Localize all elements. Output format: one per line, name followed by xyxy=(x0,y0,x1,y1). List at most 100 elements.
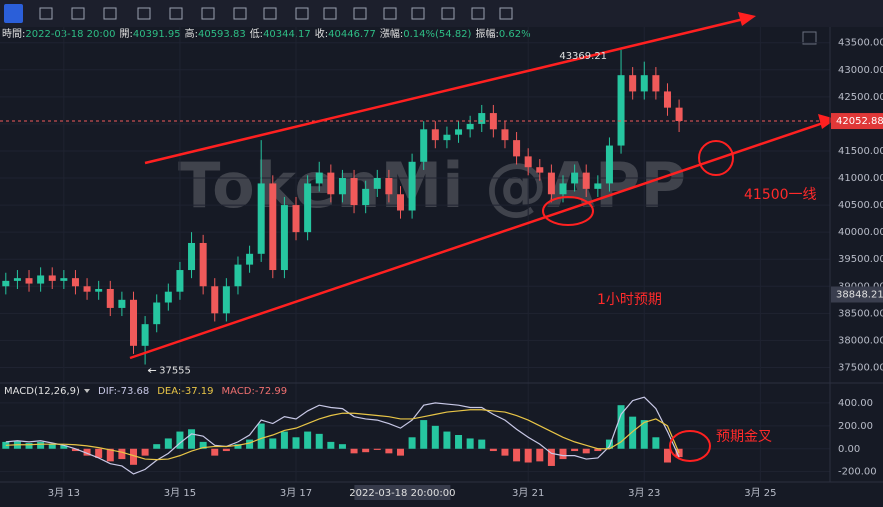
macd-bar xyxy=(559,448,567,460)
tool-icon[interactable] xyxy=(471,7,485,20)
tool-icon[interactable] xyxy=(441,7,455,20)
cursor-tool[interactable] xyxy=(4,4,23,23)
macd-bar xyxy=(176,431,184,449)
tool-icon[interactable] xyxy=(323,7,337,20)
tool-icon[interactable] xyxy=(411,7,425,20)
info-value: 40344.17 xyxy=(263,29,311,40)
tool-icon[interactable] xyxy=(383,7,397,20)
macd-bar xyxy=(106,448,114,462)
candle-body xyxy=(373,178,381,189)
candle-body xyxy=(304,183,312,233)
macd-bar xyxy=(455,435,463,449)
candle-body xyxy=(2,280,10,287)
y-tick-label: 41500.00 xyxy=(838,146,883,157)
macd-bar xyxy=(129,448,137,465)
candle-body xyxy=(199,242,207,287)
annotation: 预期金叉 xyxy=(716,429,772,445)
info-label: 高: xyxy=(185,27,198,40)
y-tick-label: 43000.00 xyxy=(838,65,883,76)
candle-body xyxy=(60,278,68,281)
x-tick-label: 3月 13 xyxy=(48,487,80,499)
candle-body xyxy=(280,205,288,271)
candle-body xyxy=(594,183,602,189)
macd-bar xyxy=(83,448,91,456)
candle-body xyxy=(269,183,277,271)
y-tick-label: 38000.00 xyxy=(838,335,883,346)
tool-icon[interactable] xyxy=(499,7,513,20)
tool-icon[interactable] xyxy=(295,7,309,20)
tool-icon[interactable] xyxy=(353,7,367,20)
tool-icon[interactable] xyxy=(103,7,117,20)
candle-body xyxy=(95,288,103,292)
circle-mark xyxy=(669,430,711,462)
candle-body xyxy=(129,299,137,346)
macd-bar xyxy=(25,443,33,449)
macd-bar xyxy=(478,439,486,449)
info-value: 0.14%(54.82) xyxy=(403,29,471,40)
tool-icon[interactable] xyxy=(233,7,247,20)
macd-bar xyxy=(396,448,404,456)
candle-body xyxy=(605,145,613,184)
candle-body xyxy=(513,140,521,157)
macd-bar xyxy=(315,433,323,449)
macd-bar xyxy=(211,448,219,456)
macd-bar xyxy=(164,438,172,449)
macd-bar xyxy=(605,439,613,449)
annotation: 1小时预期 xyxy=(597,292,662,308)
tool-icon[interactable] xyxy=(39,7,53,20)
tool-icon[interactable] xyxy=(201,7,215,20)
macd-bar xyxy=(327,441,335,449)
macd-bar xyxy=(199,441,207,449)
macd-bar xyxy=(373,448,381,450)
x-tick-label: 3月 17 xyxy=(280,487,312,499)
marker-price-label: 38848.21 xyxy=(836,289,883,300)
tool-icon[interactable] xyxy=(263,7,277,20)
macd-bar xyxy=(629,416,637,449)
tool-icon[interactable] xyxy=(71,7,85,20)
circle-mark xyxy=(698,140,734,176)
crosshair-box xyxy=(354,485,451,500)
y-tick-label: 400.00 xyxy=(838,398,873,409)
macd-bar xyxy=(513,448,521,462)
y-tick-label: 40000.00 xyxy=(838,227,883,238)
candle-body xyxy=(396,194,404,211)
tool-icon[interactable] xyxy=(137,7,151,20)
candle-body xyxy=(408,161,416,211)
macd-bar xyxy=(280,431,288,449)
y-tick-label: -200.00 xyxy=(838,467,877,478)
candle-body xyxy=(420,129,428,162)
candle-body xyxy=(327,172,335,195)
macd-bar xyxy=(60,445,68,449)
info-label: 振幅: xyxy=(475,27,498,40)
arrow-head xyxy=(738,12,756,26)
candle-body xyxy=(315,172,323,184)
macd-line xyxy=(5,396,680,475)
legend-entry: DIF:-73.68 xyxy=(98,386,149,397)
last-price-box xyxy=(831,113,883,130)
y-tick-label: 40500.00 xyxy=(838,200,883,211)
candle-body xyxy=(48,275,56,281)
candle-body xyxy=(385,178,393,195)
macd-title: MACD(12,26,9) xyxy=(4,386,80,397)
y-tick-label: 0.00 xyxy=(838,444,860,455)
expand-icon[interactable] xyxy=(802,31,817,45)
macd-bar xyxy=(466,438,474,449)
candle-body xyxy=(106,288,114,308)
dropdown-icon[interactable] xyxy=(84,389,90,393)
x-tick-label: 3月 15 xyxy=(164,487,196,499)
candle-body xyxy=(478,113,486,124)
candle-body xyxy=(559,183,567,195)
info-value: 40446.77 xyxy=(328,29,376,40)
tool-icon[interactable] xyxy=(169,7,183,20)
candle-body xyxy=(13,278,21,281)
y-tick-label: 43500.00 xyxy=(838,38,883,49)
macd-bar xyxy=(652,437,660,449)
macd-line xyxy=(5,409,680,461)
candle-body xyxy=(164,291,172,303)
macd-bar xyxy=(536,448,544,462)
candle-body xyxy=(234,264,242,287)
info-value: 40391.95 xyxy=(133,29,181,40)
candle-body xyxy=(455,129,463,135)
candle-body xyxy=(582,172,590,189)
candle-body xyxy=(292,205,300,233)
